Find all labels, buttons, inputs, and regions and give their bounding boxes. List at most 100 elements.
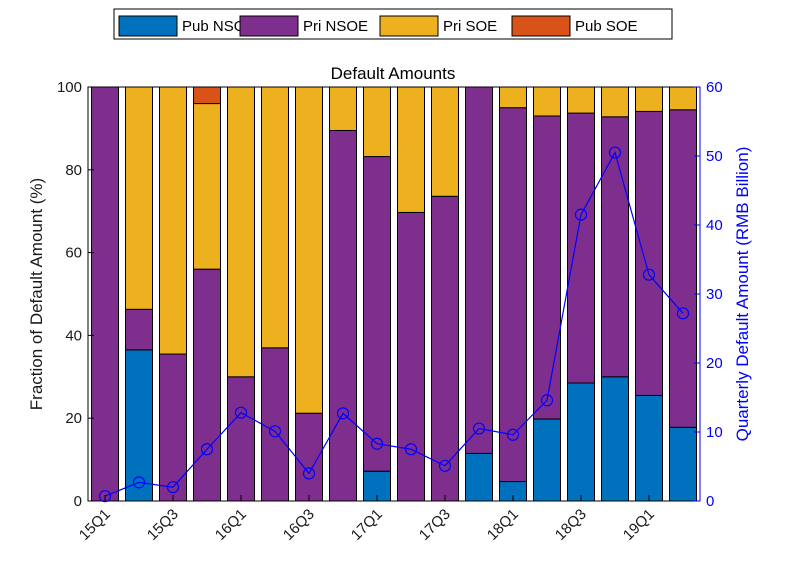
x-tick-label-15q1: 15Q1 (76, 506, 114, 544)
default-amount-point-15q2 (132, 476, 146, 489)
bar-pri-nsoe-16q2 (261, 347, 289, 502)
bar-pri-soe-16q1 (227, 86, 255, 378)
chart-title: Default Amounts (331, 64, 456, 83)
bar-pri-nsoe-16q4 (329, 129, 357, 502)
legend-swatch-pub-soe (511, 15, 571, 37)
legend-label-pri-nsoe: Pri NSOE (303, 18, 368, 35)
y-tick-label-left-100: 100 (57, 79, 82, 96)
y-tick-label-right-50: 50 (706, 148, 723, 165)
bar-pri-nsoe-19q2 (669, 109, 697, 428)
x-tick-label-17q1: 17Q1 (348, 506, 386, 544)
line-layer (98, 146, 690, 503)
bar-pri-nsoe-15q2 (125, 308, 153, 351)
bar-pub-nsoe-17q4 (465, 452, 493, 502)
legend: Pub NSOE Pri NSOE Pri SOE Pub SOE (113, 8, 673, 40)
x-tick-label-18q3: 18Q3 (552, 506, 590, 544)
default-amount-point-19q1 (642, 268, 656, 281)
bar-pri-nsoe-17q4 (465, 86, 493, 454)
bar-pri-soe-18q4 (601, 86, 629, 118)
y-tick-label-left-80: 80 (65, 162, 82, 179)
bar-pub-nsoe-19q2 (669, 426, 697, 502)
bar-pub-nsoe-19q1 (635, 394, 663, 502)
y-tick-label-right-10: 10 (706, 424, 723, 441)
default-amount-point-16q1 (234, 406, 248, 419)
default-amount-point-17q4 (472, 422, 486, 435)
bar-pri-soe-18q2 (533, 86, 561, 117)
bar-pri-soe-18q3 (567, 86, 595, 114)
bar-pri-nsoe-17q1 (363, 156, 391, 472)
bar-pri-nsoe-15q3 (159, 353, 187, 502)
bar-pri-nsoe-18q2 (533, 115, 561, 420)
default-amount-point-16q3 (302, 467, 316, 480)
bar-pri-soe-16q2 (261, 86, 289, 349)
bar-pri-soe-17q3 (431, 86, 459, 197)
y-tick-label-left-40: 40 (65, 327, 82, 344)
legend-label-pub-nsoe: Pub NSOE (182, 18, 255, 35)
y-tick-label-right-0: 0 (706, 493, 714, 510)
y-tick-label-right-20: 20 (706, 355, 723, 372)
default-amount-line (104, 150, 684, 497)
bar-pri-soe-15q2 (125, 86, 153, 310)
bars (91, 86, 697, 502)
x-axis: 15Q1 15Q3 16Q1 16Q3 17Q1 17Q3 18Q1 18Q3 19Q1 (76, 495, 658, 544)
default-amount-point-15q3 (166, 481, 180, 494)
default-amount-point-18q3 (574, 208, 588, 221)
legend-swatch-pri-soe (379, 15, 439, 37)
x-tick-label-16q1: 16Q1 (212, 506, 250, 544)
default-amount-point-19q2 (676, 307, 690, 320)
bar-pub-soe-15q4 (193, 86, 221, 105)
bar-pri-nsoe-17q3 (431, 195, 459, 502)
bar-pub-nsoe-18q3 (567, 382, 595, 502)
bar-pri-nsoe-18q4 (601, 116, 629, 378)
legend-swatch-pub-nsoe (118, 15, 178, 37)
y-tick-label-left-20: 20 (65, 410, 82, 427)
default-amount-point-16q4 (336, 407, 350, 420)
bar-pri-soe-18q1 (499, 86, 527, 109)
default-amount-point-17q1 (370, 437, 384, 450)
legend-label-pub-soe: Pub SOE (575, 18, 638, 35)
bar-pri-nsoe-16q1 (227, 376, 255, 502)
bar-pri-soe-15q4 (193, 103, 221, 270)
default-amount-point-18q4 (608, 146, 622, 159)
bar-pub-nsoe-15q2 (125, 349, 153, 502)
default-amount-point-18q2 (540, 394, 554, 407)
default-amount-point-17q3 (438, 459, 452, 472)
x-tick-label-15q3: 15Q3 (144, 506, 182, 544)
y-tick-label-right-40: 40 (706, 217, 723, 234)
bar-pri-soe-16q3 (295, 86, 323, 414)
right-axis: 0 10 20 30 40 50 60 (694, 79, 723, 510)
y-axis-label-right: Quarterly Default Amount (RMB Billion) (733, 147, 752, 442)
y-axis-label-left: Fraction of Default Amount (%) (27, 178, 46, 410)
x-tick-label-18q1: 18Q1 (484, 506, 522, 544)
default-amount-point-15q1 (98, 490, 112, 503)
bar-pri-nsoe-18q1 (499, 107, 527, 483)
bar-pri-soe-16q4 (329, 86, 357, 131)
x-tick-label-16q3: 16Q3 (280, 506, 318, 544)
bar-pub-nsoe-18q4 (601, 376, 629, 502)
bar-pri-nsoe-18q3 (567, 112, 595, 384)
default-amount-point-17q2 (404, 443, 418, 456)
bar-pri-nsoe-15q1 (91, 86, 119, 502)
y-tick-label-left-60: 60 (65, 245, 82, 262)
default-amount-point-16q2 (268, 425, 282, 438)
bar-pri-soe-19q1 (635, 86, 663, 112)
bar-pri-nsoe-15q4 (193, 268, 221, 502)
y-tick-label-right-60: 60 (706, 79, 723, 96)
legend-swatch-pri-nsoe (239, 15, 299, 37)
y-tick-label-left-0: 0 (74, 493, 82, 510)
bar-pri-soe-15q3 (159, 86, 187, 355)
left-axis: 0 20 40 60 80 100 (57, 79, 94, 510)
x-tick-label-19q1: 19Q1 (620, 506, 658, 544)
default-amount-point-15q4 (200, 443, 214, 456)
bar-pri-soe-19q2 (669, 86, 697, 111)
bar-pub-nsoe-18q2 (533, 418, 561, 502)
bar-pri-soe-17q2 (397, 86, 425, 213)
bar-pri-nsoe-17q2 (397, 211, 425, 502)
legend-label-pri-soe: Pri SOE (443, 18, 497, 35)
default-amount-point-18q1 (506, 428, 520, 441)
x-tick-label-17q3: 17Q3 (416, 506, 454, 544)
y-tick-label-right-30: 30 (706, 286, 723, 303)
bar-pri-soe-17q1 (363, 86, 391, 158)
bar-pri-nsoe-19q1 (635, 110, 663, 396)
